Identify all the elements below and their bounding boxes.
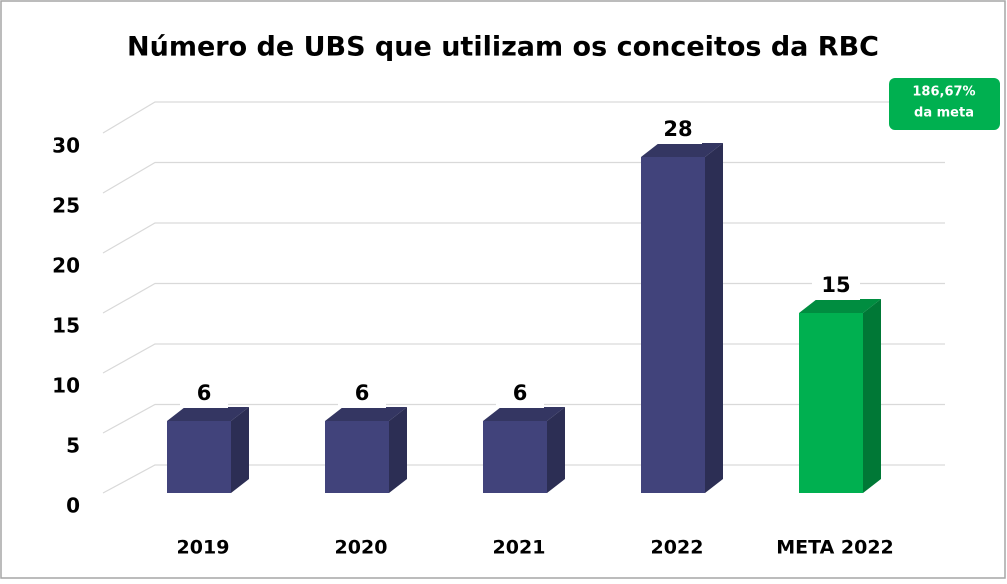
x-tick-label: 2019 — [177, 537, 230, 559]
y-tick-label: 5 — [66, 434, 80, 458]
bar-top — [799, 299, 881, 313]
value-label-bg — [180, 378, 228, 408]
y-tick-label: 25 — [52, 194, 80, 218]
bar — [799, 313, 863, 493]
value-label-bg — [654, 114, 702, 144]
bar-side — [389, 407, 407, 493]
annotation-box — [889, 78, 1000, 130]
annotation: da meta — [914, 106, 974, 121]
value-label-bg — [812, 270, 860, 300]
value-label: 6 — [513, 381, 528, 405]
annotation: 186,67% — [912, 85, 975, 100]
bar — [167, 421, 231, 493]
y-tick-label: 20 — [52, 254, 80, 278]
bar-side — [863, 299, 881, 493]
value-label: 6 — [355, 381, 370, 405]
chart-title: Número de UBS que utilizam os conceitos … — [127, 32, 879, 63]
bar — [325, 421, 389, 493]
y-tick-label: 0 — [66, 494, 80, 518]
y-tick-label: 30 — [52, 134, 80, 158]
value-label: 28 — [663, 117, 692, 141]
bar — [483, 421, 547, 493]
bar-side — [705, 143, 723, 493]
value-label-bg — [496, 378, 544, 408]
x-tick-label: 2020 — [335, 537, 388, 559]
bar-side — [231, 407, 249, 493]
x-tick-label: 2022 — [651, 537, 704, 559]
y-tick-label: 10 — [52, 374, 80, 398]
bar-side — [547, 407, 565, 493]
bar-top — [641, 143, 723, 157]
value-label: 15 — [821, 273, 850, 297]
y-tick-label: 15 — [52, 314, 80, 338]
value-label-bg — [338, 378, 386, 408]
bar-top — [325, 407, 407, 421]
bar-top — [167, 407, 249, 421]
value-label: 6 — [197, 381, 212, 405]
x-tick-label: META 2022 — [776, 537, 894, 559]
x-tick-label: 2021 — [493, 537, 546, 559]
bar — [641, 157, 705, 493]
grid-line — [102, 101, 945, 134]
bar-top — [483, 407, 565, 421]
